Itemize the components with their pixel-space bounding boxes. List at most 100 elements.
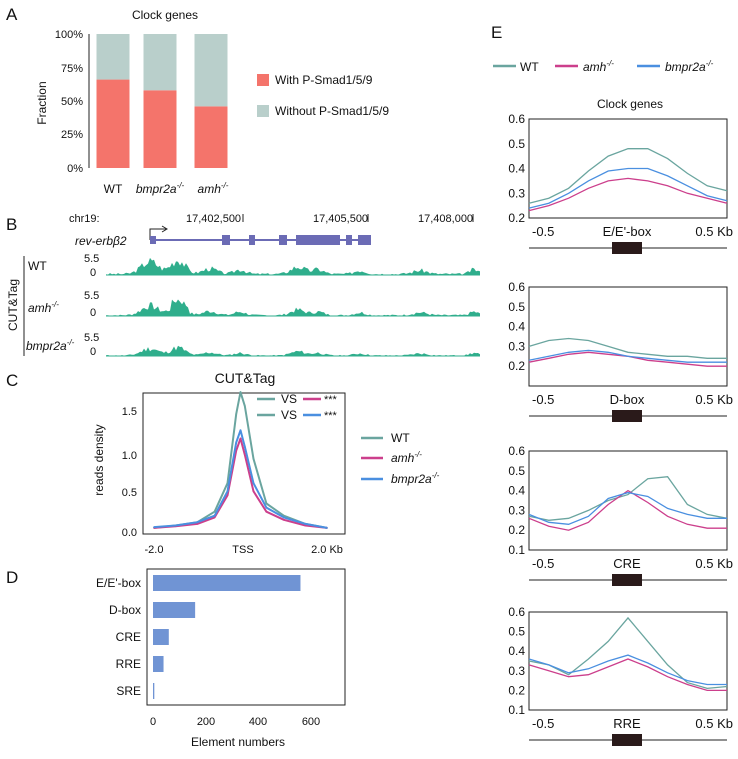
c-point-0-8 (252, 458, 255, 460)
panel-d-frame (146, 568, 346, 706)
track-bmpr2a-label: bmpr2a-/- (26, 338, 75, 353)
c-legend-wt: WT (391, 431, 410, 445)
pos-3: 17,408,000 (418, 213, 473, 225)
panel-d-xticks: 0 200 400 600 (150, 716, 320, 728)
track-bmpr2a-min: 0 (90, 346, 96, 358)
c-point-1-10 (283, 519, 285, 521)
e-series-2-2 (528, 491, 727, 525)
c-point-0-3 (213, 510, 216, 513)
xlabel-amh: amh-/- (198, 181, 229, 196)
e-series-3-1 (528, 658, 727, 692)
e-legend-amh: amh-/- (583, 59, 614, 74)
e-ytick-2-5: 0.6 (508, 444, 525, 458)
c-legend-bmpr2a-text: bmpr2a (391, 472, 432, 486)
d-bar-0 (153, 575, 301, 591)
e-xleft-2: -0.5 (532, 556, 554, 571)
e-subplot-0: 0.2 0.3 0.4 0.5 0.6 -0.5 0.5 Kb E/E'-box (508, 112, 733, 254)
cut-tag-vertical-label: CUT&Tag (6, 279, 20, 331)
c-point-0-9 (265, 502, 268, 505)
e-xright-0: 0.5 Kb (695, 224, 733, 239)
panel-c-xticks: -2.0 TSS 2.0 Kb (145, 544, 343, 556)
panel-e-legend: WT amh-/- bmpr2a-/- (493, 59, 714, 74)
legend-without-label: Without P-Smad1/5/9 (275, 104, 389, 118)
coverage-track-1 (106, 299, 480, 316)
sig-2: *** (324, 410, 338, 422)
panel-c-legend: WT amh-/- bmpr2a-/- (361, 431, 440, 486)
e-subplot-3: 0.1 0.2 0.3 0.4 0.5 0.6 -0.5 0.5 Kb RRE (508, 605, 733, 746)
c-point-1-4 (226, 494, 229, 497)
track-wt-min: 0 (90, 267, 96, 279)
c-series-0 (153, 391, 328, 529)
track-wt-label: WT (28, 259, 47, 273)
bar-with-0 (96, 79, 130, 168)
c-point-2-10 (283, 516, 285, 519)
xlabel-amh-text: amh (198, 182, 222, 196)
e-ytick-2-4: 0.5 (508, 464, 525, 478)
c-point-0-6 (239, 391, 242, 393)
panel-e-subplots: 0.20.30.40.50.6-0.5 0.5 KbE/E'-box0.20.30… (508, 112, 733, 746)
d-category-4: SRE (116, 684, 141, 698)
e-ytick-0-1: 0.3 (508, 186, 525, 200)
xlabel-bmpr2a: bmpr2a-/- (136, 181, 185, 196)
c-point-2-7 (244, 445, 246, 448)
e-series-2-1 (528, 489, 727, 531)
c-point-2-1 (174, 524, 177, 527)
legend-with-label: With P-Smad1/5/9 (275, 73, 373, 87)
track-amh-text: amh (28, 301, 52, 315)
e-series-3-0 (528, 616, 728, 690)
c-series-1 (153, 437, 328, 529)
e-ytick-0-2: 0.4 (508, 162, 525, 176)
d-bar-4 (153, 683, 155, 699)
c-point-1-8 (252, 490, 255, 493)
d-xtick-0: 0 (150, 716, 156, 728)
panel-a-yticks: 100% 75% 50% 25% 0% (55, 29, 83, 175)
bar-with-1 (143, 90, 177, 168)
e-frame-0 (528, 118, 728, 219)
track-bmpr2a-text: bmpr2a (26, 339, 67, 353)
e-ytick-3-5: 0.6 (508, 605, 525, 619)
panel-c-letter: C (6, 371, 18, 390)
track-wt-max: 5.5 (84, 253, 99, 265)
d-xtick-200: 200 (197, 716, 215, 728)
e-ytick-2-2: 0.3 (508, 503, 525, 517)
track-scales: 5.5 0 5.5 0 5.5 0 (84, 253, 99, 358)
chrom-label: chr19: (69, 213, 100, 225)
panel-a-letter: A (6, 5, 18, 24)
c-legend-amh: amh-/- (391, 450, 422, 465)
c-point-1-3 (213, 516, 216, 519)
d-bar-2 (153, 629, 169, 645)
bar-with-2 (194, 106, 228, 168)
e-legend-wt: WT (520, 60, 539, 74)
panel-e-title: Clock genes (597, 97, 663, 111)
c-point-1-2 (196, 523, 199, 525)
c-ytick-1-5: 1.5 (122, 406, 137, 418)
tss-arrow-head-icon (161, 225, 168, 233)
e-series-0-1 (528, 177, 728, 212)
e-ytick-1-2: 0.4 (508, 320, 525, 334)
panel-c-ylabel: reads density (92, 424, 106, 495)
panel-c-frame (142, 392, 346, 535)
d-xtick-600: 600 (302, 716, 320, 728)
e-ytick-3-1: 0.2 (508, 683, 525, 697)
e-frame-1 (528, 286, 728, 387)
d-category-3: RRE (116, 657, 141, 671)
e-ytick-2-1: 0.2 (508, 523, 525, 537)
e-xleft-1: -0.5 (532, 392, 554, 407)
e-frame-2 (528, 450, 728, 551)
c-point-2-3 (213, 514, 216, 517)
e-series-1-0 (528, 337, 727, 359)
e-motif-box-1 (612, 410, 642, 422)
e-ytick-3-4: 0.5 (508, 625, 525, 639)
ytick-50: 50% (61, 96, 83, 108)
e-series-0-2 (528, 167, 728, 209)
c-xtick-tss: TSS (232, 544, 253, 556)
panel-d-letter: D (6, 568, 18, 587)
pos-1: 17,402,500 (186, 213, 241, 225)
c-point-1-11 (304, 524, 307, 527)
panel-e-letter: E (491, 23, 502, 42)
legend-with-swatch (257, 74, 269, 86)
vs-2: VS (281, 408, 297, 422)
xlabel-wt: WT (104, 182, 123, 196)
c-point-2-0 (153, 526, 155, 528)
ytick-25: 25% (61, 129, 83, 141)
